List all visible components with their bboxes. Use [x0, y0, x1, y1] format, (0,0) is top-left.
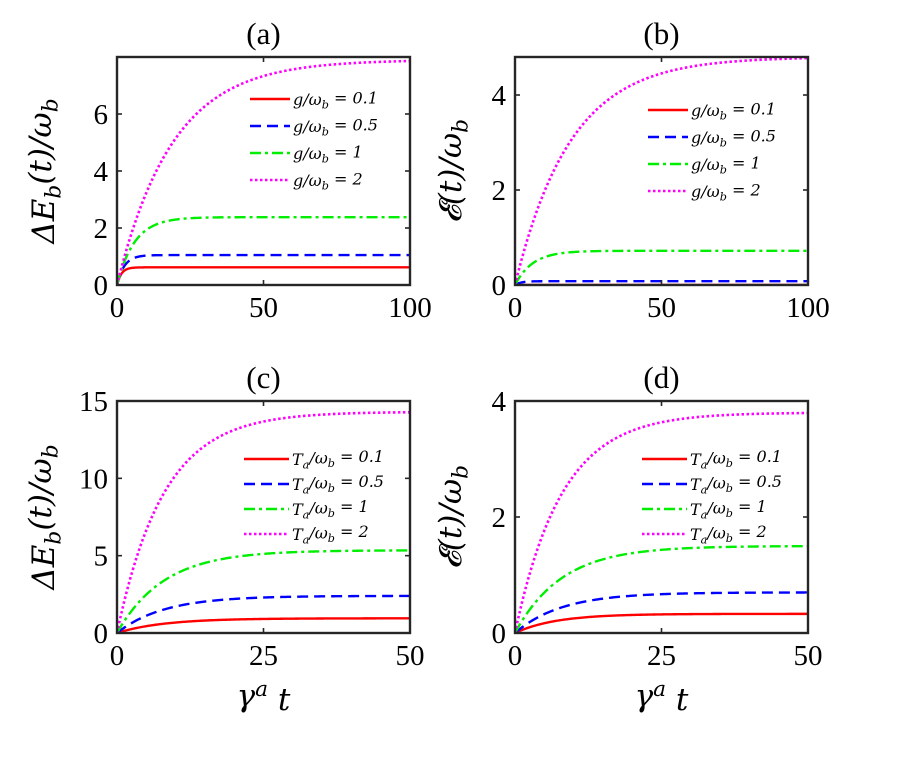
y-tick-label-c-0: 0 [94, 618, 109, 650]
x-tick-label-c-0: 0 [110, 640, 125, 672]
legend-label-b-3: g/ωb​ = 1 [691, 154, 761, 177]
legend-label-d-4: Ta​/ωb​ = 2 [690, 522, 767, 546]
legend-label-b-2: g/ωb​ = 0.5 [691, 127, 776, 150]
y-tick-label-d-2: 4 [492, 386, 507, 418]
series-line-d-3 [515, 544, 808, 633]
x-tick-label-a-0: 0 [110, 292, 125, 324]
series-line-c-3 [117, 549, 410, 633]
legend-label-a-1: g/ωb​ = 0.1 [293, 89, 378, 112]
y-tick-label-a-0: 0 [94, 270, 109, 302]
legend-label-d-1: Ta​/ωb​ = 0.1 [690, 447, 782, 471]
series-line-d-1 [515, 612, 808, 633]
series-line-b-2 [515, 280, 808, 285]
y-tick-label-b-2: 4 [492, 80, 507, 112]
series-line-c-2 [117, 594, 410, 633]
panel-title-a: (a) [246, 16, 280, 51]
x-tick-label-c-1: 25 [249, 640, 278, 672]
y-axis-label-b: 𝓔(t)/ωb​ [433, 119, 474, 223]
x-tick-label-d-1: 25 [647, 640, 676, 672]
panel-title-b: (b) [643, 16, 679, 51]
plot-frame-d [513, 399, 810, 635]
series-line-a-4 [117, 59, 410, 285]
series-line-b-4 [515, 57, 808, 285]
legend-d: Ta​/ωb​ = 0.1Ta​/ωb​ = 0.5Ta​/ωb​ = 1Ta​… [642, 447, 782, 546]
x-tick-label-c-2: 50 [396, 640, 425, 672]
series-line-a-3 [117, 215, 410, 285]
series-line-d-4 [515, 411, 808, 633]
y-tick-label-d-0: 0 [492, 618, 507, 650]
x-axis-label-d: γa​ t [635, 677, 689, 718]
legend-label-a-4: g/ωb​ = 2 [293, 170, 363, 193]
x-tick-label-b-2: 100 [786, 292, 830, 324]
x-tick-label-b-0: 0 [508, 292, 523, 324]
y-tick-label-c-2: 10 [79, 463, 108, 495]
y-axis-label-c: ΔEb​(t)/ωb​ [23, 444, 66, 590]
x-tick-label-a-2: 100 [388, 292, 432, 324]
x-axis-label-c: γa​ t [237, 677, 291, 718]
legend-label-a-3: g/ωb​ = 1 [293, 143, 363, 166]
legend-b: g/ωb​ = 0.1 g/ωb​ = 0.5 g/ωb​ = 1 g/ωb​ = 2 [648, 100, 776, 204]
x-tick-label-b-1: 50 [647, 292, 676, 324]
panel-title-c: (c) [246, 360, 280, 395]
series-line-d-2 [515, 591, 808, 633]
legend-label-c-4: Ta​/ωb​ = 2 [292, 522, 369, 546]
y-tick-label-c-1: 5 [94, 541, 109, 573]
y-tick-label-b-1: 2 [492, 175, 507, 207]
legend-a: g/ωb​ = 0.1 g/ωb​ = 0.5 g/ωb​ = 1 g/ωb​ = 2 [250, 89, 378, 193]
legend-label-c-3: Ta​/ωb​ = 1 [292, 497, 369, 521]
series-line-a-2 [117, 253, 410, 285]
x-tick-label-d-2: 50 [794, 640, 823, 672]
series-line-c-4 [117, 410, 410, 633]
y-tick-label-d-1: 2 [492, 502, 507, 534]
x-tick-label-d-0: 0 [508, 640, 523, 672]
legend-label-d-3: Ta​/ωb​ = 1 [690, 497, 767, 521]
y-tick-label-c-3: 15 [79, 386, 108, 418]
legend-label-b-4: g/ωb​ = 2 [691, 181, 761, 204]
y-tick-label-a-1: 2 [94, 213, 109, 245]
y-tick-label-a-2: 4 [94, 156, 109, 188]
panel-title-d: (d) [643, 360, 679, 395]
legend-label-a-2: g/ωb​ = 0.5 [293, 116, 378, 139]
y-axis-label-a: ΔEb​(t)/ωb​ [23, 98, 66, 244]
legend-label-c-2: Ta​/ωb​ = 0.5 [292, 472, 384, 496]
legend-label-c-1: Ta​/ωb​ = 0.1 [292, 447, 384, 471]
y-axis-label-d: 𝓔(t)/ωb​ [433, 465, 474, 569]
x-tick-label-a-1: 50 [249, 292, 278, 324]
legend-label-d-2: Ta​/ωb​ = 0.5 [690, 472, 782, 496]
series-line-a-1 [117, 266, 410, 285]
legend-label-b-1: g/ωb​ = 0.1 [691, 100, 776, 123]
y-tick-label-a-3: 6 [94, 99, 109, 131]
series-line-c-1 [117, 617, 410, 633]
legend-c: Ta​/ωb​ = 0.1Ta​/ωb​ = 0.5Ta​/ωb​ = 1Ta​… [244, 447, 384, 546]
panel-c: (c) 0 25 50 0 5 10 15 ΔEb​(t)/ωb​ γa​ t Ta​/ωb​ = … [23, 360, 424, 718]
series-line-b-3 [515, 249, 808, 285]
y-tick-label-b-0: 0 [492, 270, 507, 302]
